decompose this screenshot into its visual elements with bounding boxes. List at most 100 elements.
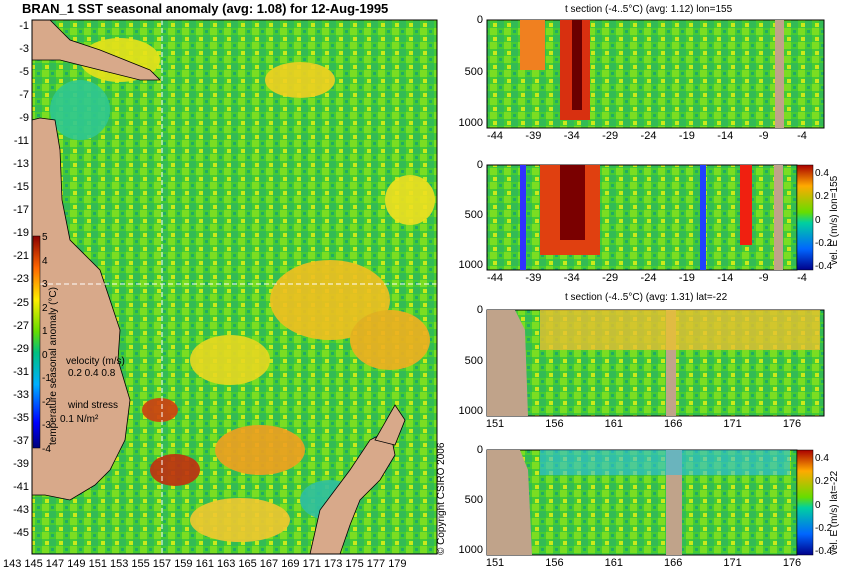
vel-colorbar-tick: -0.2	[815, 237, 833, 249]
wind-legend-value: 0.1 N/m²	[60, 414, 99, 425]
map-y-tick: -35	[13, 411, 29, 424]
map-y-tick: -13	[13, 158, 29, 171]
map-anomaly-patches	[50, 38, 435, 542]
vel-colorbar-tick: 0.4	[815, 453, 829, 464]
section-x-tick: 171	[723, 418, 742, 430]
section-x-tick: 156	[545, 557, 564, 569]
map-y-tick: -43	[13, 503, 29, 516]
section-y-tick: 0	[476, 14, 483, 26]
colorbar-tick: -4	[42, 443, 51, 455]
colorbar-tick: -3	[42, 420, 51, 431]
colorbar-tick: -2	[42, 396, 51, 408]
land-areas	[31, 19, 406, 555]
vel-colorbar-tick: -0.4	[815, 546, 833, 557]
map-colorbar	[32, 235, 41, 449]
section-y-tick: 1000	[458, 543, 483, 556]
map-y-tick: -15	[13, 181, 29, 194]
section-x-tick: -19	[678, 130, 695, 142]
map-y-tick: -29	[13, 342, 29, 355]
colorbar-tick: 2	[42, 302, 48, 314]
section-y-tick: 0	[476, 304, 483, 316]
section-x-tick: 151	[485, 418, 505, 430]
section-y-tick: 500	[464, 494, 483, 507]
section-x-tick: -44	[487, 272, 503, 284]
section-y-tick: 0	[476, 159, 483, 171]
map-y-tick: -11	[13, 135, 29, 148]
section-y-tick: 1000	[458, 258, 483, 271]
section-x-tick: -14	[717, 130, 734, 142]
map-x-tick: 171	[302, 558, 321, 570]
map-x-tick: 173	[324, 558, 343, 570]
vel-label-lat: vel. E (m/s) lat=-22	[829, 470, 840, 555]
map-x-tick: 179	[388, 558, 407, 570]
map-x-tick: 145	[24, 558, 43, 570]
map-y-tick: -3	[19, 43, 29, 56]
section-x-tick: 156	[545, 418, 564, 430]
section-features	[487, 20, 820, 555]
map-y-tick: -45	[13, 526, 29, 539]
map-y-tick: -1	[19, 20, 29, 32]
colorbar-tick: 1	[42, 326, 48, 337]
vel-colorbar-tick: -0.4	[815, 261, 833, 272]
vel-colorbar-tick: 0.2	[815, 191, 829, 203]
map-y-tick: -19	[13, 227, 29, 240]
map-y-tick: -33	[13, 388, 29, 401]
section-y-tick: 1000	[458, 404, 483, 417]
section-x-tick: -4	[797, 130, 807, 142]
section-x-tick: 166	[664, 418, 683, 430]
colorbar-tick: 3	[42, 279, 48, 290]
section-x-tick: 166	[664, 557, 683, 569]
map-title: BRAN_1 SST seasonal anomaly (avg: 1.08) …	[22, 1, 389, 16]
map-y-tick: -31	[13, 365, 29, 378]
section-x-tick: -9	[758, 130, 769, 142]
map-y-tick: -27	[13, 319, 29, 332]
section-x-tick: 176	[782, 557, 802, 569]
map-x-tick: 177	[366, 558, 386, 570]
velocity-legend-title: velocity (m/s)	[66, 356, 125, 367]
map-x-tick: 157	[152, 558, 172, 570]
section-x-tick: -9	[758, 272, 769, 284]
section-x-tick: -19	[678, 272, 695, 284]
section-x-tick: 161	[604, 557, 623, 569]
map-y-tick: -23	[13, 273, 29, 286]
section-x-tick: 171	[723, 557, 742, 569]
map-x-tick: 175	[345, 558, 364, 570]
section-y-tick: 0	[476, 444, 483, 456]
map-y-tick: -41	[13, 480, 29, 493]
map-x-tick: 169	[281, 558, 300, 570]
vel-colorbar-tick: 0	[815, 214, 821, 226]
map-x-tick: 161	[195, 558, 214, 570]
map-x-tick: 149	[67, 558, 86, 570]
map-y-tick: -5	[19, 66, 29, 79]
map-y-tick: -25	[13, 296, 29, 309]
vel-colorbar-tick: -0.2	[815, 522, 833, 534]
section-x-tick: -24	[640, 130, 657, 142]
section-x-tick: -39	[525, 130, 542, 142]
section-y-tick: 500	[464, 209, 483, 222]
map-x-tick: 163	[217, 558, 236, 570]
vel-colorbar-tick: 0	[815, 499, 821, 511]
section-x-tick: -29	[602, 272, 619, 284]
section1-title: t section (-4..5°C) (avg: 1.12) lon=155	[565, 4, 733, 15]
map-y-tick: -39	[13, 457, 29, 470]
section-x-tick: -24	[640, 272, 657, 284]
section-x-tick: -29	[602, 130, 619, 142]
map-x-tick: 167	[259, 558, 279, 570]
map-x-tick: 155	[131, 558, 150, 570]
colorbar-label: temperature seasonal anomaly (°C)	[48, 287, 59, 445]
colorbar-tick: 5	[42, 232, 48, 243]
map-frame	[31, 19, 438, 555]
map-y-tick: -17	[13, 204, 29, 217]
section-y-tick: 1000	[458, 116, 483, 129]
section-x-tick: -34	[563, 272, 580, 284]
copyright: © Copyright CSIRO 2006	[436, 442, 447, 555]
section-x-tick: -34	[563, 130, 580, 142]
section-y-tick: 500	[464, 65, 483, 78]
colorbar-tick: 4	[42, 255, 48, 267]
section-x-tick: -44	[487, 130, 503, 142]
map-x-tick: 165	[238, 558, 257, 570]
section3-title: t section (-4..5°C) (avg: 1.31) lat=-22	[565, 292, 728, 303]
vel-label-lon: vel. E (m/s) lon=155	[829, 175, 840, 265]
section-x-tick: -14	[717, 272, 734, 284]
